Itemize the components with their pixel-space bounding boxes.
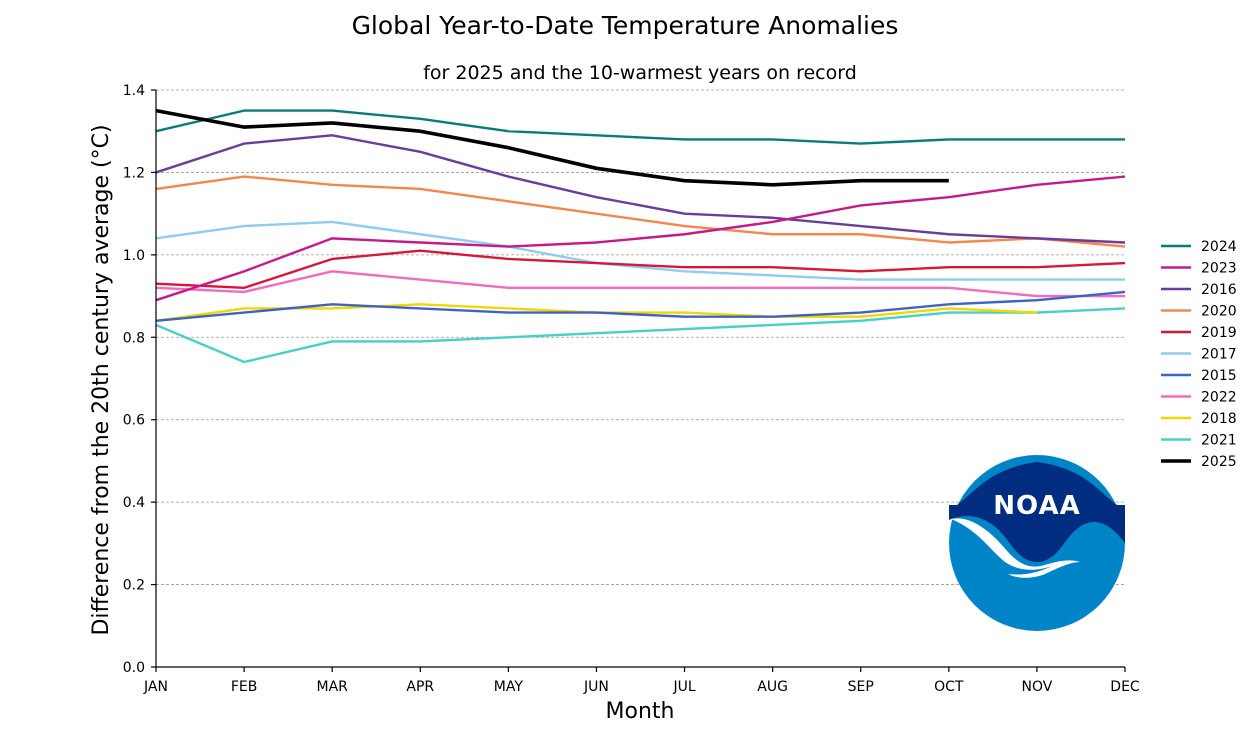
chart-subtitle: for 2025 and the 10-warmest years on rec… bbox=[423, 62, 857, 84]
y-axis-label: Difference from the 20th century average… bbox=[89, 124, 114, 635]
legend-label-2019: 2019 bbox=[1201, 325, 1237, 341]
y-tick-label-6: 1.2 bbox=[123, 165, 145, 181]
series-line-2024 bbox=[155, 109, 1125, 145]
x-tick-label-0: JAN bbox=[143, 679, 168, 695]
legend: 2024 2023 2016 2020 2019 2017 2015 2022 2018 2021… bbox=[1161, 239, 1237, 470]
x-tick-label-7: AUG bbox=[757, 679, 788, 695]
y-tick-label-0: 0.0 bbox=[123, 660, 145, 676]
series-line-2015 bbox=[155, 290, 1126, 322]
legend-label-2021: 2021 bbox=[1201, 433, 1237, 449]
legend-label-2015: 2015 bbox=[1201, 368, 1237, 384]
x-tick-label-5: JUN bbox=[583, 679, 609, 695]
x-tick-label-3: APR bbox=[406, 679, 434, 695]
legend-label-2023: 2023 bbox=[1201, 261, 1237, 277]
x-tick-label-10: NOV bbox=[1021, 679, 1052, 695]
series-line-2021 bbox=[155, 307, 1126, 364]
chart-title: Global Year-to-Date Temperature Anomalie… bbox=[352, 11, 899, 40]
series-line-2022 bbox=[155, 270, 1125, 298]
series-line-2020 bbox=[155, 175, 1126, 248]
series-line-2025 bbox=[155, 108, 949, 187]
legend-label-2025: 2025 bbox=[1201, 454, 1237, 470]
noaa-logo-upper-band bbox=[949, 462, 1125, 562]
x-tick-label-4: MAY bbox=[494, 679, 524, 695]
y-tick-label-3: 0.6 bbox=[123, 413, 145, 429]
legend-label-2022: 2022 bbox=[1201, 390, 1237, 406]
legend-label-2017: 2017 bbox=[1201, 347, 1237, 363]
y-tick-label-4: 0.8 bbox=[123, 330, 145, 346]
x-tick-label-2: MAR bbox=[316, 679, 348, 695]
series-lines bbox=[155, 108, 1126, 364]
axes: 0.0 0.2 0.4 0.6 0.8 1.0 1.2 1.4 JAN FEB MAR APR MAY J… bbox=[123, 83, 1140, 695]
series-line-2016 bbox=[155, 134, 1126, 244]
noaa-logo-text: NOAA bbox=[993, 491, 1080, 521]
x-tick-label-6: JUL bbox=[672, 679, 695, 695]
y-tick-label-7: 1.4 bbox=[123, 83, 145, 99]
y-tick-label-5: 1.0 bbox=[123, 248, 145, 264]
x-tick-label-8: SEP bbox=[848, 679, 874, 695]
y-tick-label-2: 0.4 bbox=[123, 495, 145, 511]
x-tick-label-11: DEC bbox=[1110, 679, 1140, 695]
noaa-logo-gull bbox=[951, 518, 1080, 578]
noaa-logo: NOAA bbox=[949, 455, 1125, 631]
series-line-2017 bbox=[155, 220, 1125, 281]
x-tick-label-9: OCT bbox=[934, 679, 964, 695]
y-tick-label-1: 0.2 bbox=[123, 578, 145, 594]
x-tick-label-1: FEB bbox=[231, 679, 258, 695]
legend-label-2020: 2020 bbox=[1201, 304, 1237, 320]
legend-label-2018: 2018 bbox=[1201, 411, 1237, 427]
x-axis-label: Month bbox=[606, 699, 675, 724]
legend-label-2016: 2016 bbox=[1201, 282, 1237, 298]
legend-label-2024: 2024 bbox=[1201, 239, 1237, 255]
series-line-2019 bbox=[155, 249, 1126, 290]
series-line-2023 bbox=[155, 175, 1126, 302]
